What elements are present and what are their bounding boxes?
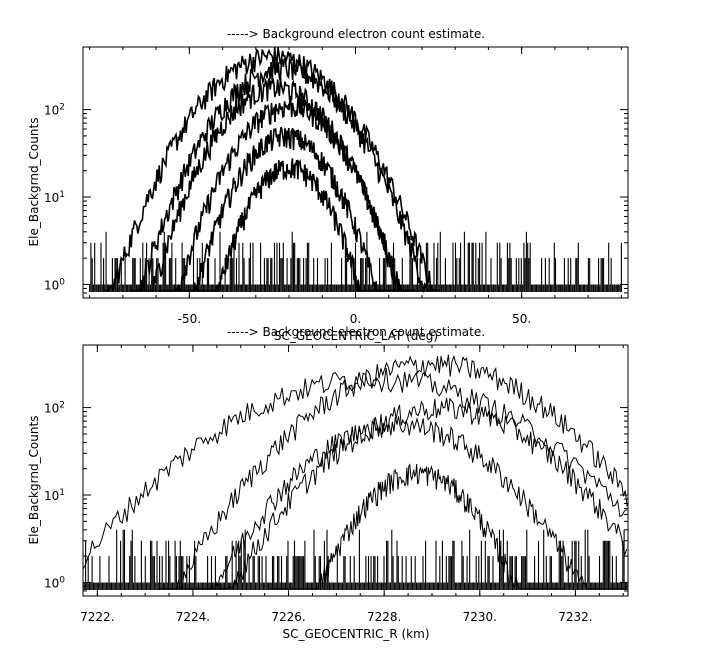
x-axis-label: SC_GEOCENTRIC_R (km)	[283, 627, 430, 641]
y-tick-label: 102	[44, 401, 65, 416]
series-line-4	[168, 126, 403, 292]
x-tick-label: 0.	[350, 312, 361, 326]
x-tick-label: 7228.	[367, 610, 401, 624]
chart-title: -----> Background electron count estimat…	[227, 27, 485, 41]
x-tick-label: 7222.	[80, 610, 114, 624]
y-tick-label: 100	[44, 277, 65, 292]
series-line-1	[82, 368, 628, 570]
y-axis-label: Ele_Backgrnd_Counts	[27, 416, 41, 545]
series-line-3	[167, 416, 627, 590]
chart-title: -----> Background electron count estimat…	[227, 325, 485, 339]
series-line-0	[104, 47, 441, 292]
x-tick-label: 7232.	[558, 610, 592, 624]
series-line-2	[136, 77, 415, 292]
series-line-5	[186, 158, 392, 292]
series-line-2	[189, 397, 628, 590]
y-tick-label: 100	[44, 575, 65, 590]
chart-panel-latitude: -----> Background electron count estimat…	[27, 27, 629, 343]
y-tick-label: 101	[44, 190, 65, 205]
x-tick-label: 7224.	[176, 610, 210, 624]
series-line-3	[157, 97, 421, 293]
background-noise-series	[89, 231, 622, 292]
series-line-0	[158, 354, 628, 590]
x-tick-label: 7226.	[271, 610, 305, 624]
x-tick-label: 50.	[512, 312, 531, 326]
y-tick-label: 101	[44, 488, 65, 503]
y-tick-label: 102	[44, 103, 65, 118]
chart-panel-radius: -----> Background electron count estimat…	[27, 325, 629, 641]
series-line-4	[270, 463, 565, 590]
x-axis-label: SC_GEOCENTRIC_LAT (deg)	[274, 329, 438, 343]
x-tick-label: -50.	[178, 312, 201, 326]
y-axis-label: Ele_Backgrnd_Counts	[27, 118, 41, 247]
plot-frame	[82, 344, 629, 597]
x-tick-label: 7230.	[463, 610, 497, 624]
background-noise-series	[82, 529, 629, 590]
series-line-1	[128, 57, 436, 294]
